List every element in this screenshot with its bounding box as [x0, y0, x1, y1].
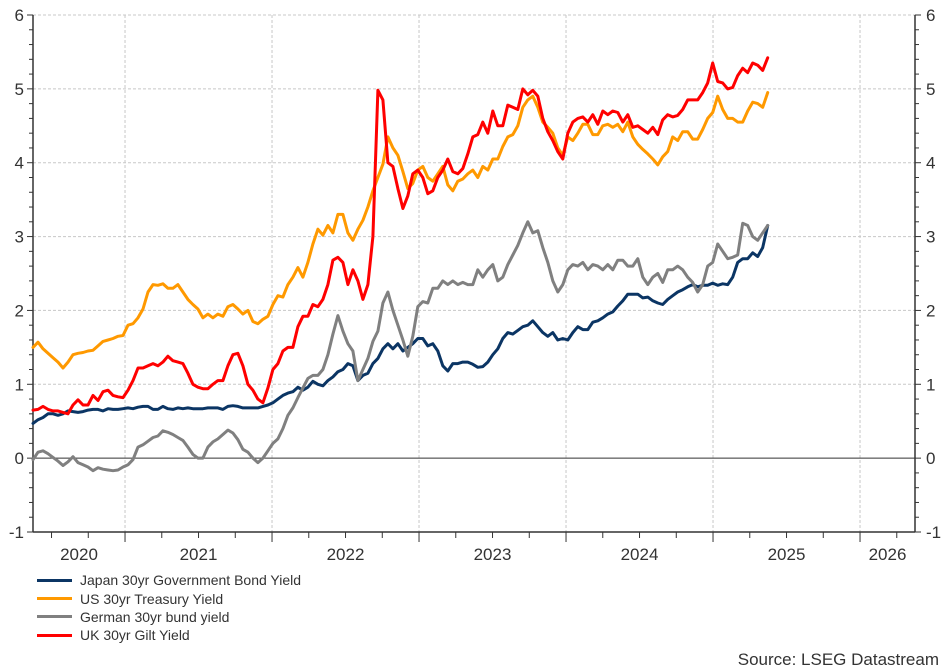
legend-swatch-us: [37, 597, 72, 601]
legend-swatch-germany: [37, 615, 72, 619]
axes: [27, 14, 921, 542]
y-tick-label-right: 2: [926, 301, 935, 320]
series-line-german: [31, 220, 770, 473]
legend-item-germany: German 30yr bund yield: [37, 608, 301, 626]
legend-item-japan: Japan 30yr Government Bond Yield: [37, 571, 301, 589]
y-tick-label-left: 3: [15, 228, 24, 247]
series-line-uk: [31, 56, 770, 416]
legend-label-japan: Japan 30yr Government Bond Yield: [80, 572, 302, 589]
y-tick-label-left: 4: [15, 154, 24, 173]
y-tick-label-left: 6: [15, 6, 24, 25]
legend-label-germany: German 30yr bund yield: [80, 608, 230, 625]
x-tick-label: 2024: [621, 545, 659, 564]
legend-swatch-japan: [37, 578, 72, 582]
series-line-us: [31, 91, 770, 370]
x-tick-label: 2020: [60, 545, 98, 564]
source-note: Source: LSEG Datastream: [737, 650, 939, 669]
y-tick-label-right: 5: [926, 80, 935, 99]
tick-labels: -1 -1 0 0 1 1 2 2 3 3 4 4 5 5 6 6 2020 2021 2022 2023 2024 20…: [9, 6, 941, 564]
y-tick-label-right: 6: [926, 6, 935, 25]
y-tick-label-left: 2: [15, 301, 24, 320]
series-lines: [31, 56, 770, 473]
legend-item-us: US 30yr Treasury Yield: [37, 589, 301, 607]
y-tick-label-right: -1: [926, 523, 941, 542]
legend-label-us: US 30yr Treasury Yield: [80, 590, 224, 607]
legend-item-uk: UK 30yr Gilt Yield: [37, 626, 301, 644]
x-tick-label: 2026: [869, 545, 907, 564]
x-tick-label: 2025: [768, 545, 806, 564]
x-tick-label: 2023: [474, 545, 512, 564]
legend-swatch-uk: [37, 633, 72, 637]
y-tick-label-right: 3: [926, 228, 935, 247]
y-tick-label-right: 4: [926, 154, 935, 173]
y-tick-label-left: -1: [9, 523, 24, 542]
y-tick-label-left: 1: [15, 375, 24, 394]
series-line-japan: [31, 224, 770, 425]
legend-label-uk: UK 30yr Gilt Yield: [80, 627, 190, 644]
y-tick-label-left: 5: [15, 80, 24, 99]
gridlines: [33, 14, 915, 532]
x-tick-label: 2021: [180, 545, 218, 564]
x-tick-label: 2022: [327, 545, 365, 564]
y-tick-label-right: 1: [926, 375, 935, 394]
y-tick-label-left: 0: [15, 449, 24, 468]
y-tick-label-right: 0: [926, 449, 935, 468]
legend: Japan 30yr Government Bond Yield US 30yr…: [37, 571, 301, 645]
